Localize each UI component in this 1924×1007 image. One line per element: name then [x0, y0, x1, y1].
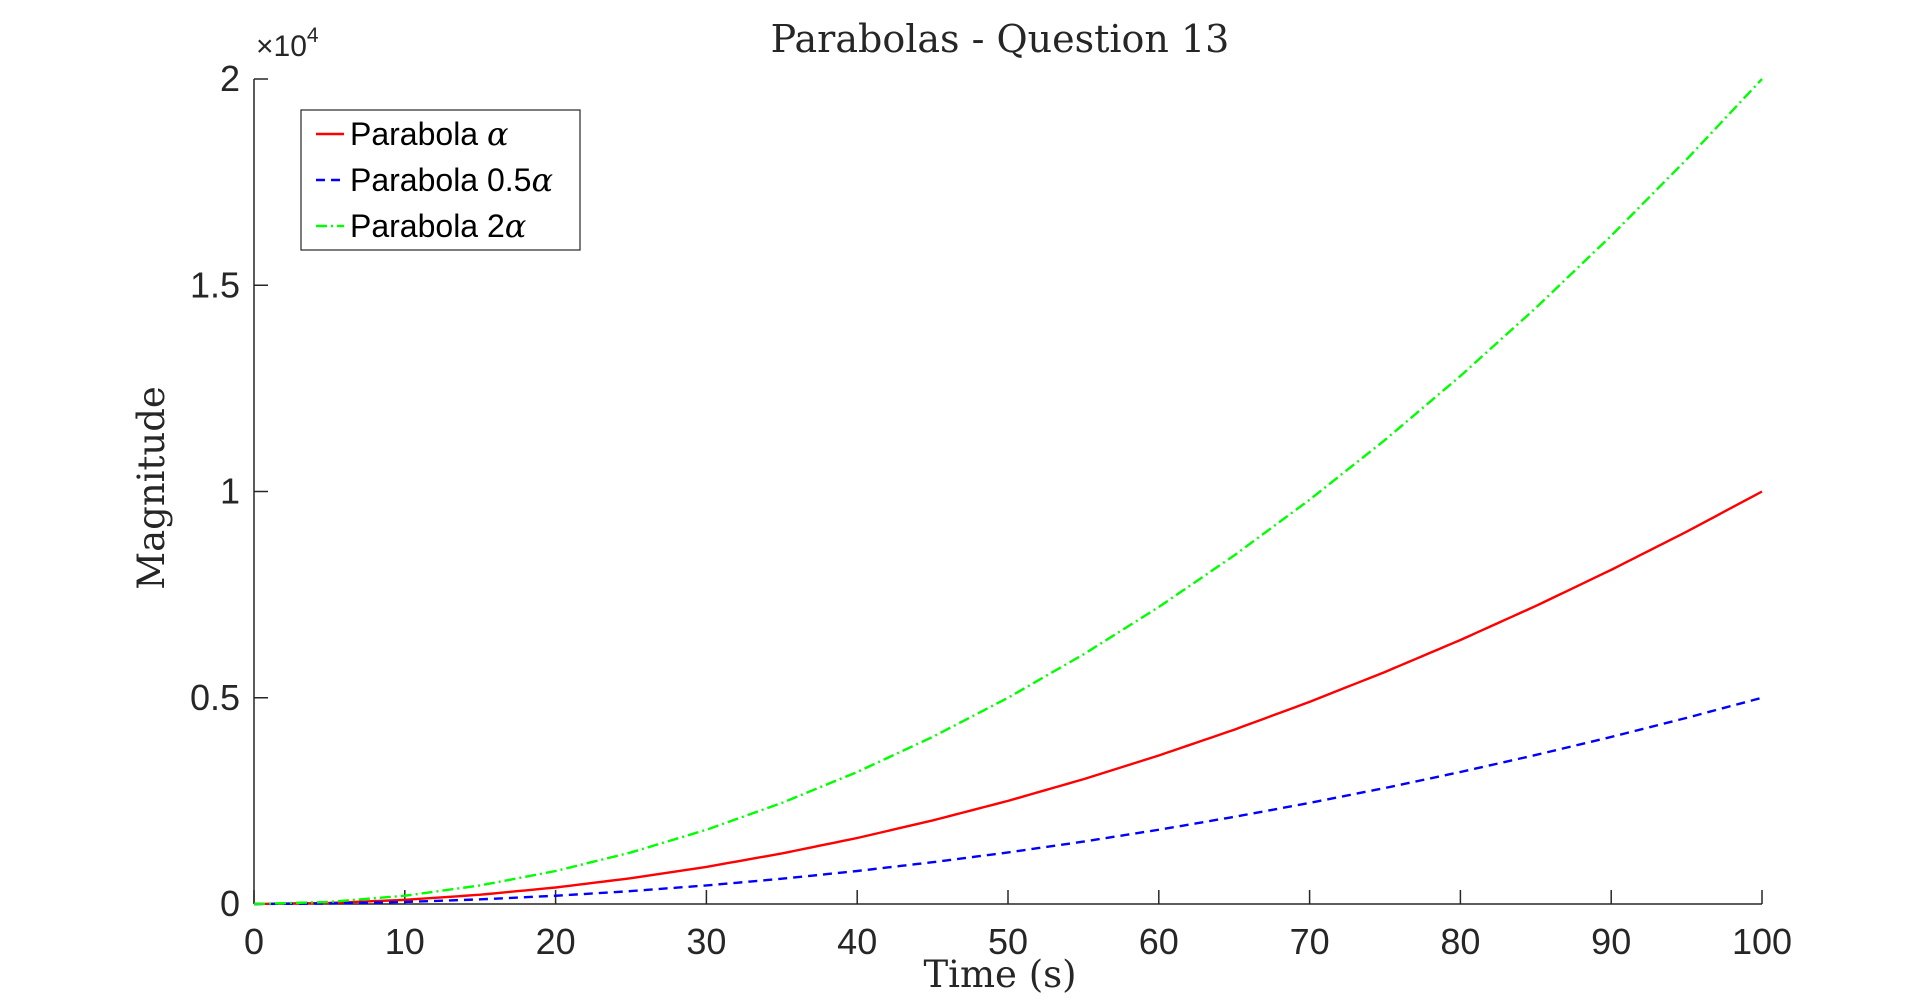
y-axis-ticks: 0 0.5 1 1.5 2: [190, 58, 268, 924]
legend-label-1: Parabola α: [350, 115, 509, 153]
legend-label-3: Parabola 2α: [350, 207, 526, 245]
x-tick-label: 50: [988, 921, 1028, 962]
legend-label-2: Parabola 0.5α: [350, 161, 553, 199]
x-tick-label: 60: [1139, 921, 1179, 962]
legend-label-symbol: α: [487, 115, 509, 153]
y-tick-label: 1.5: [190, 264, 240, 305]
y-tick-label: 0: [220, 883, 240, 924]
series-line-3: [253, 78, 1763, 906]
x-tick-label: 100: [1732, 921, 1792, 962]
y-tick-label: 1: [220, 471, 240, 512]
x-axis-ticks: 0 10 20 30 40 50 60 70 80 90 100: [244, 890, 1792, 962]
series-line-2: [253, 696, 1763, 906]
chart-title: Parabolas - Question 13: [771, 17, 1230, 61]
legend-label-text: Parabola: [350, 116, 487, 152]
x-tick-label: 90: [1591, 921, 1631, 962]
y-tick-label: 2: [220, 58, 240, 99]
y-axis-exponent-label: ×104: [256, 24, 319, 63]
legend-label-text: Parabola 0.5: [350, 162, 531, 198]
x-tick-label: 40: [837, 921, 877, 962]
y-exponent-prefix: ×10: [256, 30, 307, 63]
x-axis-label: Time (s): [923, 953, 1076, 996]
legend-label-symbol: α: [505, 207, 527, 245]
x-tick-label: 0: [244, 921, 264, 962]
plot-area: 0 10 20 30 40 50 60 70 80 90 100 0 0.5 1 1.5 2: [190, 58, 1792, 962]
x-tick-label: 10: [385, 921, 425, 962]
x-tick-label: 30: [686, 921, 726, 962]
x-tick-label: 70: [1290, 921, 1330, 962]
legend-label-symbol: α: [531, 161, 553, 199]
y-axis-label: Magnitude: [130, 386, 173, 590]
x-tick-label: 20: [536, 921, 576, 962]
legend-label-text: Parabola 2: [350, 208, 505, 244]
y-tick-label: 0.5: [190, 677, 240, 718]
x-tick-label: 80: [1440, 921, 1480, 962]
legend-box: [300, 109, 581, 251]
series-line-1: [253, 490, 1763, 906]
y-exponent-power: 4: [307, 24, 319, 47]
series-lines: [253, 78, 1763, 906]
